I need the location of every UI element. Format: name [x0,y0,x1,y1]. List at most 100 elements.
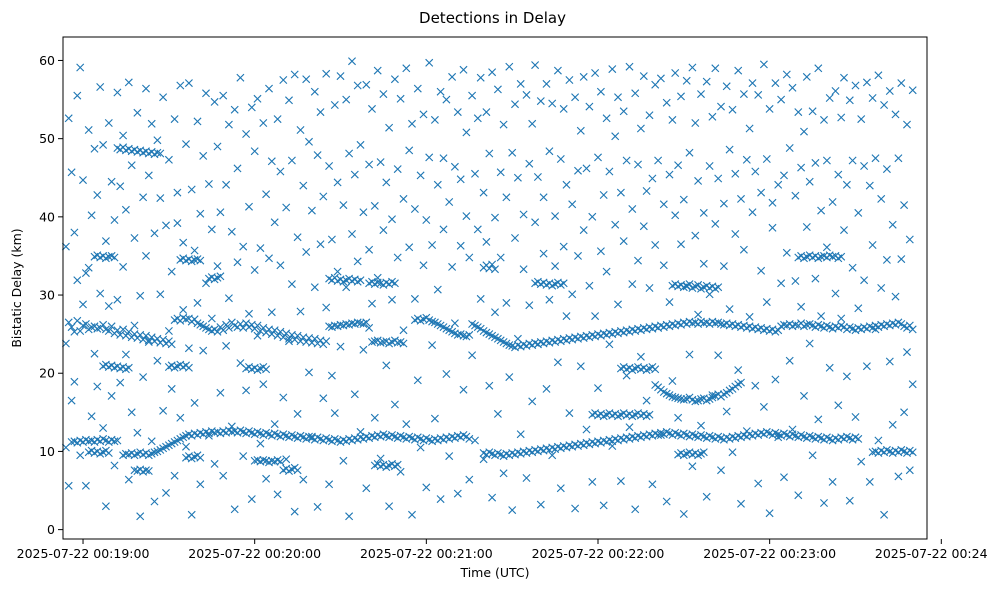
data-point [370,201,379,210]
data-point [330,101,339,109]
data-point [107,322,116,331]
data-point [256,439,265,448]
data-point [611,220,620,229]
data-point [634,256,642,265]
data-point [296,126,305,134]
data-point [742,155,751,164]
data-point [682,76,691,85]
data-point [882,165,891,174]
data-point [619,237,628,246]
data-point [213,327,222,336]
data-point [373,273,382,282]
data-point [488,68,497,77]
data-point [96,83,105,91]
data-point [908,448,917,457]
data-point [636,352,645,361]
data-point [691,119,700,127]
data-point [880,510,889,519]
data-point [242,130,251,138]
data-point [677,92,685,101]
data-point [465,253,474,262]
data-point [559,104,568,113]
x-axis: 2025-07-22 00:19:00 2025-07-22 00:20:00 20… [17,539,987,561]
data-point [219,471,228,480]
data-point [897,255,906,264]
data-point [365,245,374,254]
data-point [293,233,302,242]
data-point [553,358,562,367]
data-point [87,412,96,421]
data-point [513,334,522,343]
data-point [110,461,119,470]
data-point [828,477,837,486]
data-point [250,147,259,156]
data-point [385,502,394,511]
data-point [691,397,700,406]
data-point [511,100,519,109]
data-point [668,115,677,124]
data-point [379,90,388,99]
data-point [339,456,348,465]
data-point [639,222,648,231]
data-point [64,114,73,123]
data-point [253,331,262,340]
data-point [104,302,113,310]
data-point [694,176,703,185]
data-point [659,200,668,209]
data-point [648,480,657,489]
y-tick-label-2: 20 [39,366,55,381]
data-point [390,400,399,409]
data-point [313,502,322,511]
data-point [273,331,282,340]
data-point [488,493,497,502]
data-point [496,168,505,177]
data-point [828,198,837,206]
data-point [894,472,903,481]
data-point [285,96,293,105]
data-point [110,437,119,446]
data-point [522,474,531,482]
data-point [227,422,236,431]
data-point [348,57,356,66]
data-point [388,215,396,224]
data-point [748,208,757,217]
data-point [350,390,359,399]
data-point [616,188,625,197]
data-point [654,156,663,165]
data-point [857,115,866,124]
data-point [287,156,296,165]
data-point [376,338,385,347]
data-point [136,291,145,300]
data-point [245,309,253,318]
data-point [536,97,545,106]
data-point [802,223,811,231]
data-point [697,395,705,403]
data-point [76,327,85,335]
data-point [482,108,491,117]
data-point [648,174,657,183]
data-point [410,294,419,303]
data-point [179,305,188,314]
data-point [436,87,445,96]
data-point [885,87,894,95]
y-axis: 0 10 20 30 40 50 60 [39,53,63,537]
data-point [413,84,422,93]
data-point [694,280,703,289]
data-point [253,94,262,103]
data-point [525,301,534,310]
data-point [222,180,231,189]
data-point [608,65,617,74]
data-point [582,164,591,173]
data-point [828,252,837,261]
data-point [113,295,122,304]
data-point [662,98,671,107]
data-point [596,247,605,256]
data-point [737,378,745,387]
data-point [602,267,611,276]
data-point [479,455,488,464]
data-point [87,323,96,332]
data-point [193,117,202,126]
data-point [159,406,168,415]
data-point [708,112,717,121]
data-point [739,90,748,99]
